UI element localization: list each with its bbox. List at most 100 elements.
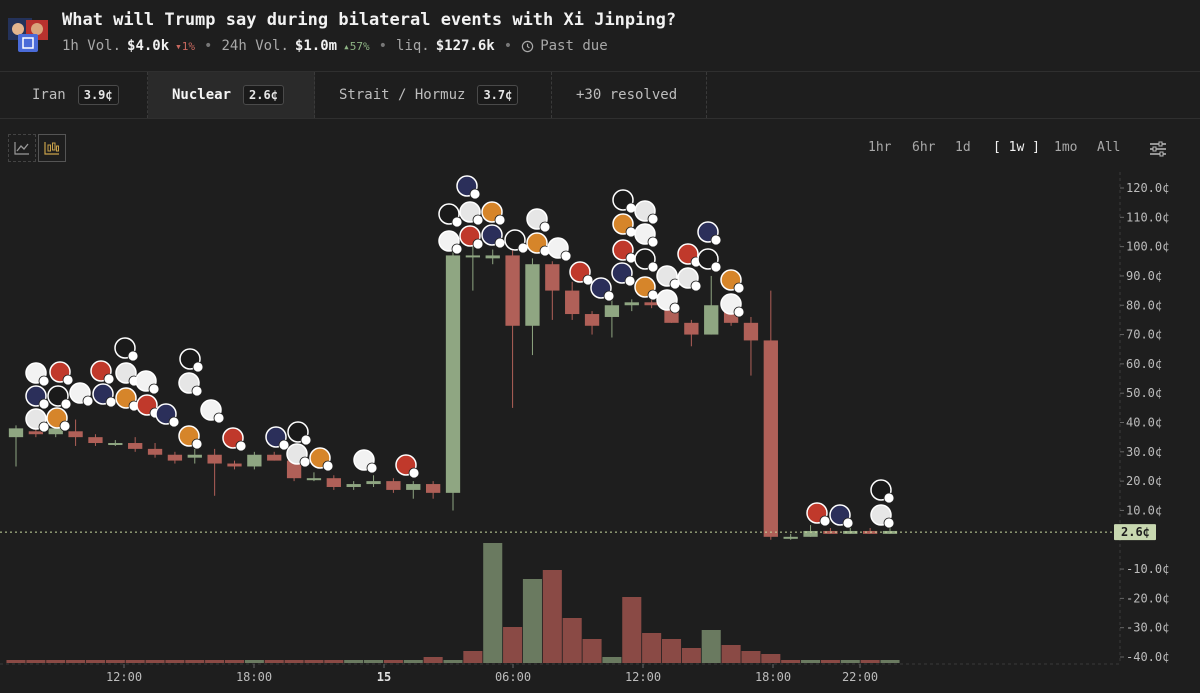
volume-bar (483, 543, 503, 663)
volume-bar (542, 570, 562, 663)
volume-bar (364, 660, 384, 663)
news-marker-source-badge (148, 383, 160, 395)
news-marker-source-badge (105, 396, 117, 408)
news-marker-source-badge (560, 250, 572, 262)
volume-bar (185, 660, 205, 663)
tab-price: 3.9¢ (77, 85, 119, 105)
news-marker-source-badge (733, 306, 745, 318)
candle-body (684, 322, 699, 335)
range-1hr[interactable]: 1hr (868, 140, 892, 155)
candle-body (68, 431, 83, 438)
y-tick-label: 90.0¢ (1126, 269, 1162, 283)
vol-1h-change: ▾1% (175, 39, 196, 53)
news-marker-source-badge (82, 395, 94, 407)
candle-body (346, 484, 361, 487)
candle-body (167, 454, 183, 461)
news-marker-source-badge (819, 515, 831, 527)
candle-body (8, 428, 24, 438)
news-marker-source-badge (669, 302, 681, 314)
candle-body (604, 305, 620, 317)
candle-body (28, 431, 44, 435)
volume-bar (622, 597, 642, 663)
volume-bar (661, 639, 682, 663)
news-marker-source-badge (192, 361, 204, 373)
news-marker-source-badge (168, 416, 180, 428)
volume-bar (681, 648, 701, 663)
news-marker-source-badge (191, 438, 203, 450)
tab-label: +30 resolved (576, 87, 678, 103)
volume-bar (761, 654, 781, 663)
range-1w[interactable]: [ 1w ] (993, 140, 1040, 155)
news-marker-source-badge (472, 238, 484, 250)
vol-1h-value: $4.0k (127, 38, 170, 54)
volume-bar (165, 660, 185, 663)
tab-iran[interactable]: Iran 3.9¢ (0, 72, 148, 118)
news-marker-source-badge (733, 282, 745, 294)
candle-body (803, 530, 818, 537)
x-tick-label: 15 (377, 670, 391, 684)
news-marker-source-badge (299, 456, 311, 468)
price-chart[interactable]: 120.0¢ 110.0¢ 100.0¢ 90.0¢ 80.0¢ 70.0¢ 60.0¢ 50… (0, 172, 1200, 693)
candle-body (743, 322, 759, 341)
x-tick-label: 18:00 (236, 670, 272, 684)
news-marker-source-badge (451, 216, 463, 228)
candle-body (366, 481, 381, 485)
volume-bars (6, 543, 900, 663)
y-tick-label: 30.0¢ (1126, 445, 1162, 459)
candle-body (108, 443, 123, 446)
news-marker-source-badge (624, 275, 636, 287)
news-marker-source-badge (59, 420, 71, 432)
volume-bar (205, 660, 225, 663)
settings-sliders-icon[interactable] (1148, 139, 1168, 159)
candle-body (48, 428, 63, 435)
x-tick-label: 12:00 (625, 670, 661, 684)
volume-bar (741, 651, 761, 663)
volume-bar (801, 660, 821, 663)
candle-body (267, 454, 282, 461)
volume-bar (6, 660, 26, 663)
outcome-tabs: Iran 3.9¢ Nuclear 2.6¢ Strait / Hormuz 3… (0, 71, 1200, 119)
news-marker-source-badge (451, 243, 463, 255)
news-marker-source-badge (582, 274, 594, 286)
news-marker-source-badge (38, 375, 50, 387)
volume-bar (522, 579, 542, 663)
x-tick-label: 12:00 (106, 670, 142, 684)
volume-bar (443, 660, 463, 663)
volume-bar (562, 618, 582, 663)
line-chart-icon (14, 142, 29, 155)
tab-strait-hormuz[interactable]: Strait / Hormuz 3.7¢ (315, 72, 552, 118)
separator-dot: • (204, 38, 213, 54)
candle-body (783, 536, 798, 539)
candle-body (624, 302, 639, 306)
tab-label: Strait / Hormuz (339, 87, 466, 103)
vol-24h-change: ▴57% (343, 39, 370, 53)
y-tick-label: 60.0¢ (1126, 357, 1162, 371)
candlesticks (8, 246, 898, 540)
volume-bar (145, 660, 165, 663)
range-all[interactable]: All (1097, 140, 1121, 155)
news-marker-source-badge (842, 517, 854, 529)
candle-body (565, 290, 580, 315)
y-tick-label: -10.0¢ (1126, 562, 1169, 576)
line-chart-button[interactable] (8, 134, 36, 162)
news-marker-source-badge (62, 374, 74, 386)
news-marker-source-badge (103, 373, 115, 385)
volume-bar (324, 660, 344, 663)
liq-value: $127.6k (435, 38, 495, 54)
candle-body (465, 255, 481, 258)
y-tick-label: -30.0¢ (1126, 621, 1169, 635)
volume-bar (105, 660, 125, 663)
vol-24h-value: $1.0m (294, 38, 338, 54)
range-1mo[interactable]: 1mo (1054, 140, 1078, 155)
tab-resolved[interactable]: +30 resolved (552, 72, 707, 118)
x-tick-label: 06:00 (495, 670, 531, 684)
news-marker-source-badge (191, 385, 203, 397)
volume-bar (264, 660, 284, 663)
candlestick-chart-button[interactable] (38, 134, 66, 162)
volume-bar (244, 660, 264, 663)
news-marker-source-badge (38, 421, 50, 433)
tab-nuclear[interactable]: Nuclear 2.6¢ (148, 72, 315, 118)
news-marker-source-badge (235, 440, 247, 452)
range-1d[interactable]: 1d (955, 140, 971, 155)
range-6hr[interactable]: 6hr (912, 140, 936, 155)
